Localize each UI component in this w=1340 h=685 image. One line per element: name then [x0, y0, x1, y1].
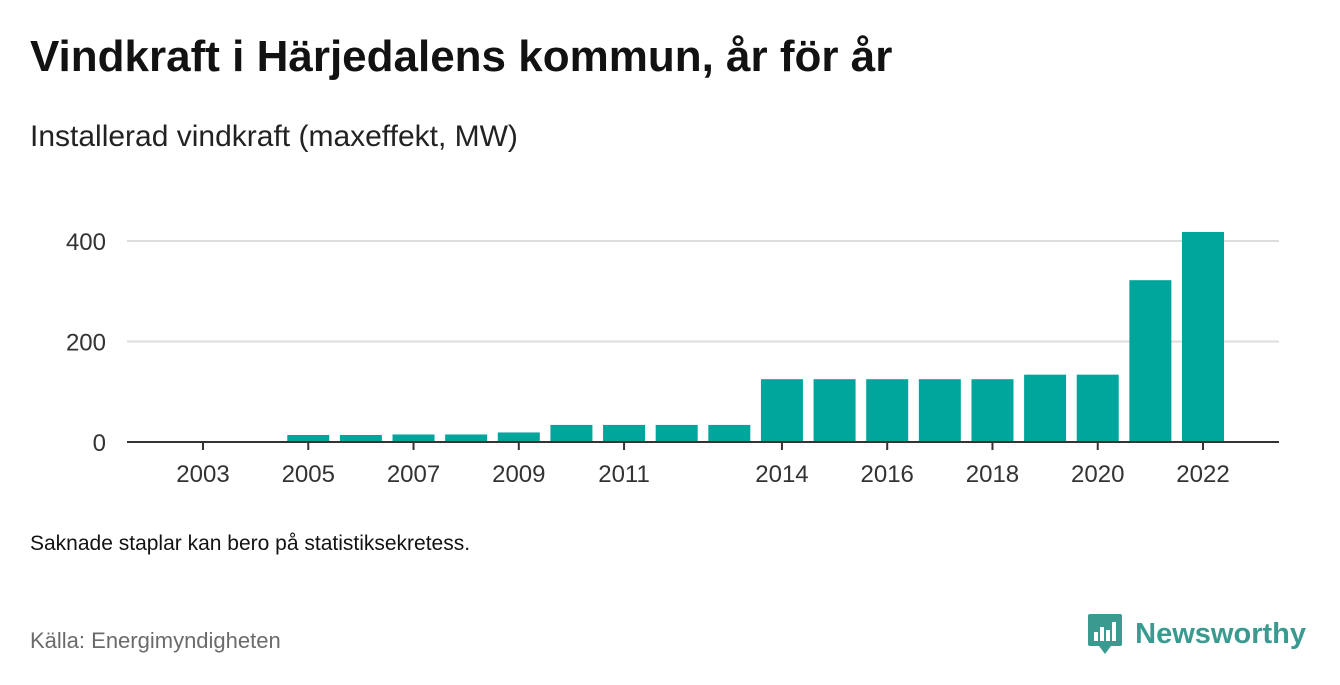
bar-2021	[1129, 280, 1172, 442]
source-label: Källa: Energimyndigheten	[30, 628, 281, 653]
x-tick-label: 2003	[176, 461, 229, 488]
bar-2005	[287, 434, 330, 442]
x-tick-label: 2020	[1071, 461, 1124, 488]
x-tick-label: 2014	[755, 461, 808, 488]
bar-2013	[708, 424, 751, 442]
chart-title: Vindkraft i Härjedalens kommun, år för å…	[30, 32, 893, 81]
bar-2008	[445, 434, 488, 442]
bar-2011	[603, 424, 646, 442]
bar-2017	[918, 379, 961, 442]
bar-2022	[1182, 231, 1224, 442]
bar-2019	[1024, 374, 1067, 442]
bar-2007	[392, 434, 435, 442]
bar-2014	[760, 379, 803, 442]
bar-2018	[971, 379, 1014, 442]
brand-logo: Newsworthy	[1087, 612, 1306, 656]
x-tick-label: 2009	[492, 461, 545, 488]
bar-2009	[497, 432, 540, 442]
bar-2010	[550, 424, 593, 442]
bar-2006	[339, 434, 382, 442]
footnote: Saknade staplar kan bero på statistiksek…	[30, 532, 471, 555]
bar-2016	[866, 379, 909, 442]
bar-2012	[655, 424, 698, 442]
brand-name: Newsworthy	[1135, 617, 1306, 650]
chart-subtitle: Installerad vindkraft (maxeffekt, MW)	[30, 120, 518, 153]
gridlines	[127, 240, 1279, 343]
x-tick-label: 2018	[966, 461, 1019, 488]
bar-chart: 0 200 400 2003 2005 2007 2009 2011 2014 2016 2018 2…	[66, 229, 1279, 488]
y-tick-label: 400	[66, 229, 106, 256]
x-tick-label: 2022	[1176, 461, 1229, 488]
x-tick-label: 2016	[861, 461, 914, 488]
bars	[287, 231, 1224, 442]
bar-2020	[1076, 374, 1119, 442]
x-tick-label: 2005	[282, 461, 335, 488]
y-tick-label: 0	[93, 430, 106, 457]
x-tick-label: 2011	[598, 461, 650, 488]
x-tick-label: 2007	[387, 461, 440, 488]
newsworthy-logo-icon	[1088, 614, 1123, 654]
bar-2015	[813, 379, 856, 442]
y-tick-label: 200	[66, 330, 106, 357]
axes: 0 200 400 2003 2005 2007 2009 2011 2014 2016 2018 2…	[66, 229, 1279, 488]
